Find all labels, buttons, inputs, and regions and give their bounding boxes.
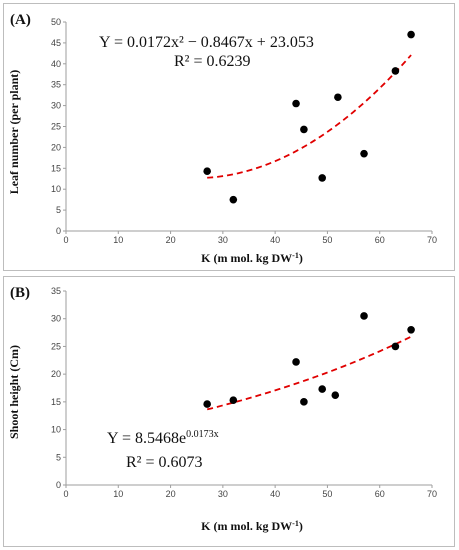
r-squared-b: R² = 0.6073 [126, 454, 203, 471]
panel-a: (A) 0 5 10 15 20 25 30 35 40 45 50 0 10 20 30 40 50 60 70… [3, 3, 455, 271]
y-tick-label: 20 [51, 369, 61, 379]
data-point [331, 391, 340, 400]
points-a [203, 30, 415, 204]
equation-b: Y = 8.5468e0.0173x [107, 429, 219, 447]
x-tick-label: 30 [218, 489, 228, 499]
y-tick-label: 30 [51, 101, 61, 111]
trendline-b [206, 335, 412, 411]
y-tick-label: 15 [51, 163, 61, 173]
data-point [334, 93, 342, 102]
y-tick-label: 25 [51, 341, 61, 351]
data-point [391, 342, 400, 351]
x-tick-label: 50 [322, 235, 332, 245]
data-point [300, 398, 308, 406]
trendline-a [207, 54, 412, 179]
x-tick-label: 40 [270, 235, 280, 245]
x-tick-label: 70 [427, 235, 437, 245]
data-point [407, 326, 415, 334]
panel-label-a: (A) [10, 12, 31, 28]
panel-b: (B) 0 5 10 15 20 25 30 35 0 10 20 30 40 50 60 70 Y = 8… [3, 276, 455, 547]
y-tick-label: 30 [51, 314, 61, 324]
y-tick-label: 35 [51, 80, 61, 90]
y-axis-title-b: Shoot height (Cm) [7, 345, 21, 439]
x-axis-title-b: K (m mol. kg DW-1) [201, 519, 303, 533]
x-ticks-a: 0 10 20 30 40 50 60 70 [63, 231, 437, 245]
data-point [229, 195, 238, 204]
y-tick-label: 10 [51, 425, 61, 435]
data-point [360, 312, 368, 320]
data-point [318, 174, 327, 182]
x-tick-label: 60 [375, 489, 385, 499]
data-point [318, 385, 327, 393]
x-tick-label: 40 [270, 489, 280, 499]
x-tick-label: 30 [218, 235, 228, 245]
x-tick-label: 0 [63, 489, 68, 499]
y-tick-label: 50 [51, 17, 61, 27]
x-tick-label: 60 [375, 235, 385, 245]
x-tick-label: 10 [113, 489, 123, 499]
panel-label-b: (B) [10, 285, 30, 301]
x-tick-label: 20 [166, 235, 176, 245]
data-point [292, 358, 300, 366]
chart-b: (B) 0 5 10 15 20 25 30 35 0 10 20 30 40 50 60 70 Y = 8… [7, 285, 437, 533]
y-tick-label: 25 [51, 122, 61, 132]
y-tick-label: 10 [51, 184, 61, 194]
r-squared-a: R² = 0.6239 [174, 53, 251, 70]
equation-a: Y = 0.0172x² − 0.8467x + 23.053 [99, 34, 314, 51]
data-point [300, 125, 308, 134]
chart-a: (A) 0 5 10 15 20 25 30 35 40 45 50 0 10 20 30 40 50 60 70… [7, 12, 437, 265]
x-tick-label: 50 [322, 489, 332, 499]
y-ticks-b: 0 5 10 15 20 25 30 35 [51, 286, 66, 490]
x-tick-label: 0 [63, 235, 68, 245]
y-tick-label: 20 [51, 142, 61, 152]
y-tick-label: 5 [56, 452, 61, 462]
x-tick-label: 20 [166, 489, 176, 499]
x-tick-label: 10 [113, 235, 123, 245]
data-point [203, 400, 211, 408]
y-tick-label: 40 [51, 59, 61, 69]
data-point [229, 396, 238, 404]
x-ticks-b: 0 10 20 30 40 50 60 70 [63, 485, 437, 499]
data-point [391, 67, 400, 75]
data-point [292, 99, 300, 108]
y-tick-label: 0 [56, 480, 61, 490]
y-ticks-a: 0 5 10 15 20 25 30 35 40 45 50 [51, 17, 66, 236]
y-tick-label: 35 [51, 286, 61, 296]
x-axis-title-a: K (m mol. kg DW-1) [201, 251, 303, 265]
points-b [203, 312, 415, 408]
y-tick-label: 5 [56, 205, 61, 215]
y-axis-title-a: Leaf number (per plant) [7, 70, 21, 195]
x-tick-label: 70 [427, 489, 437, 499]
data-point [407, 30, 415, 39]
y-tick-label: 45 [51, 38, 61, 48]
data-point [360, 149, 368, 158]
y-tick-label: 0 [56, 226, 61, 236]
data-point [203, 167, 211, 176]
y-tick-label: 15 [51, 397, 61, 407]
